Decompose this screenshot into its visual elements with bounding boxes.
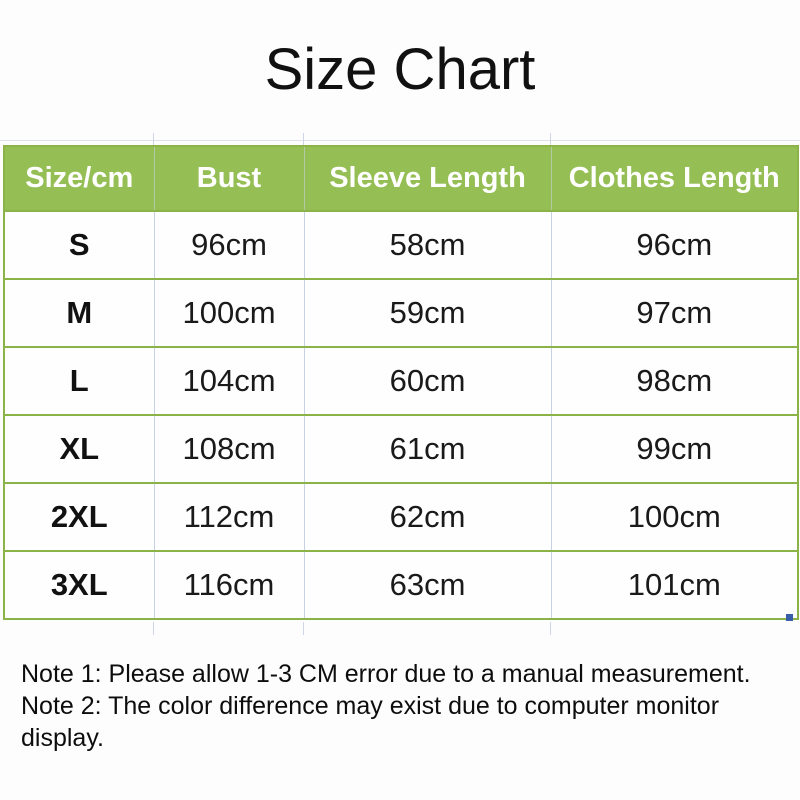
size-cell: XL [4,414,154,483]
gridline-stub [550,622,551,635]
sleeve-length-cell: 61cm [303,414,551,483]
gridline-stub [550,133,551,145]
clothes-length-cell: 99cm [550,414,798,483]
bust-cell: 104cm [153,346,304,415]
clothes-length-cell: 101cm [550,550,798,619]
table-row: 2XL 112cm 62cm 100cm [4,482,798,551]
bust-cell: 112cm [153,482,304,551]
header-cell-sleeve-length: Sleeve Length [303,146,551,211]
note-line: Note 1: Please allow 1-3 CM error due to… [21,660,751,688]
note-line: Note 2: The color difference may exist d… [21,692,720,752]
notes-block: Note 1: Please allow 1-3 CM error due to… [21,658,800,754]
size-chart-table: Size/cm Bust Sleeve Length Clothes Lengt… [3,145,799,620]
size-cell: S [4,210,154,279]
header-cell-bust: Bust [153,146,304,211]
selection-handle [786,614,793,621]
clothes-length-cell: 100cm [550,482,798,551]
header-row: Size/cm Bust Sleeve Length Clothes Lengt… [4,146,798,211]
gridline-stub [303,622,304,635]
table-row: M 100cm 59cm 97cm [4,278,798,347]
gridline-stub [153,622,154,635]
sleeve-length-cell: 58cm [303,210,551,279]
bust-cell: 116cm [153,550,304,619]
header-cell-clothes-length: Clothes Length [550,146,798,211]
table-row: S 96cm 58cm 96cm [4,210,798,279]
table-row: 3XL 116cm 63cm 101cm [4,550,798,619]
size-cell: 3XL [4,550,154,619]
sleeve-length-cell: 59cm [303,278,551,347]
page-title: Size Chart [264,37,536,102]
size-cell: 2XL [4,482,154,551]
sleeve-length-cell: 60cm [303,346,551,415]
bust-cell: 108cm [153,414,304,483]
gridline-horizontal [0,140,800,141]
sleeve-length-cell: 62cm [303,482,551,551]
clothes-length-cell: 97cm [550,278,798,347]
gridline-stub [153,133,154,145]
header-cell-size: Size/cm [4,146,154,211]
bust-cell: 100cm [153,278,304,347]
size-cell: L [4,346,154,415]
clothes-length-cell: 96cm [550,210,798,279]
sleeve-length-cell: 63cm [303,550,551,619]
table-row: XL 108cm 61cm 99cm [4,414,798,483]
gridline-stub [303,133,304,145]
clothes-length-cell: 98cm [550,346,798,415]
bust-cell: 96cm [153,210,304,279]
table-row: L 104cm 60cm 98cm [4,346,798,415]
size-cell: M [4,278,154,347]
